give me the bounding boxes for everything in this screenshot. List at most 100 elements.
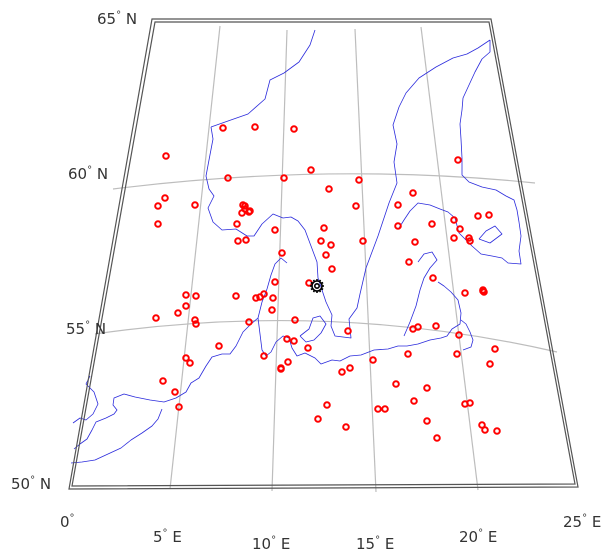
station-marker xyxy=(251,123,259,131)
lat-label-65: 65° N xyxy=(97,10,137,28)
meridian-10e-line xyxy=(271,29,288,492)
station-marker xyxy=(271,226,279,234)
station-marker xyxy=(355,176,363,184)
station-marker xyxy=(186,359,194,367)
lon-label-25: 25° E xyxy=(563,513,601,531)
station-marker xyxy=(409,189,417,197)
station-marker xyxy=(271,278,279,286)
station-marker xyxy=(245,208,253,216)
station-marker xyxy=(450,234,458,242)
station-marker xyxy=(410,397,418,405)
station-marker xyxy=(280,174,288,182)
station-marker xyxy=(409,325,417,333)
gulf-of-finland-coastline xyxy=(478,225,503,244)
station-marker xyxy=(234,237,242,245)
station-marker xyxy=(423,417,431,425)
station-marker xyxy=(450,216,458,224)
station-marker xyxy=(346,364,354,372)
station-marker xyxy=(192,320,200,328)
meridian-20e-line xyxy=(420,26,479,491)
lon-label-5: 5° E xyxy=(153,528,182,546)
station-marker xyxy=(404,350,412,358)
station-marker xyxy=(491,345,499,353)
station-marker xyxy=(327,241,335,249)
station-marker xyxy=(245,318,253,326)
frame-inner xyxy=(71,21,576,487)
norway-west-coastline xyxy=(210,29,316,128)
station-marker xyxy=(304,344,312,352)
map-frame xyxy=(68,18,579,490)
station-marker xyxy=(317,237,325,245)
baltic-states-coastline xyxy=(403,251,438,337)
station-marker xyxy=(192,292,200,300)
station-marker xyxy=(154,220,162,228)
station-marker xyxy=(171,388,179,396)
lat-label-50: 50° N xyxy=(11,475,51,493)
lat-label-60: 60° N xyxy=(68,165,108,183)
station-marker xyxy=(323,401,331,409)
jutland-coastline xyxy=(257,257,462,365)
station-marker xyxy=(485,211,493,219)
station-marker xyxy=(268,306,276,314)
station-marker xyxy=(359,237,367,245)
station-marker xyxy=(269,294,277,302)
station-marker xyxy=(174,309,182,317)
station-marker xyxy=(159,377,167,385)
station-marker xyxy=(428,220,436,228)
station-marker xyxy=(175,403,183,411)
station-marker xyxy=(260,352,268,360)
station-marker xyxy=(277,364,285,372)
station-marker xyxy=(486,360,494,368)
station-marker xyxy=(182,291,190,299)
station-marker xyxy=(154,202,162,210)
station-marker xyxy=(411,238,419,246)
station-marker xyxy=(322,251,330,259)
gear-tooth xyxy=(320,287,324,291)
station-marker xyxy=(291,316,299,324)
station-marker xyxy=(252,294,260,302)
gear-tooth xyxy=(318,289,322,293)
station-marker xyxy=(369,356,377,364)
station-marker xyxy=(152,314,160,322)
station-marker xyxy=(455,331,463,339)
poland-coastline xyxy=(460,319,474,351)
station-marker xyxy=(342,423,350,431)
station-marker xyxy=(224,174,232,182)
station-marker xyxy=(394,222,402,230)
lat-label-55: 55° N xyxy=(66,320,106,338)
station-marker xyxy=(320,224,328,232)
station-marker xyxy=(381,405,389,413)
station-marker xyxy=(307,166,315,174)
station-marker xyxy=(162,152,170,160)
station-marker xyxy=(191,201,199,209)
station-marker xyxy=(474,212,482,220)
station-marker xyxy=(423,384,431,392)
station-marker xyxy=(233,220,241,228)
station-marker xyxy=(232,292,240,300)
station-marker xyxy=(238,209,246,217)
gear-tooth xyxy=(318,279,322,283)
station-markers xyxy=(152,123,501,442)
station-marker xyxy=(481,426,489,434)
station-marker xyxy=(290,337,298,345)
station-marker xyxy=(182,302,190,310)
lon-label-15: 15° E xyxy=(356,535,394,553)
station-marker xyxy=(433,434,441,442)
station-marker xyxy=(466,237,474,245)
station-marker xyxy=(182,354,190,362)
meridian-15e-line xyxy=(354,28,377,493)
station-marker xyxy=(432,322,440,330)
gear-tooth xyxy=(312,289,316,293)
gear-tooth xyxy=(320,281,324,285)
station-marker xyxy=(453,350,461,358)
station-marker xyxy=(325,185,333,193)
danish-islands-coastline xyxy=(299,315,327,343)
station-marker xyxy=(278,249,286,257)
meridian-5e-line xyxy=(169,25,221,490)
station-marker xyxy=(284,358,292,366)
station-marker xyxy=(374,405,382,413)
gear-tooth xyxy=(310,287,314,291)
north-sea-coastline xyxy=(105,317,259,419)
station-marker xyxy=(290,125,298,133)
station-marker xyxy=(215,342,223,350)
